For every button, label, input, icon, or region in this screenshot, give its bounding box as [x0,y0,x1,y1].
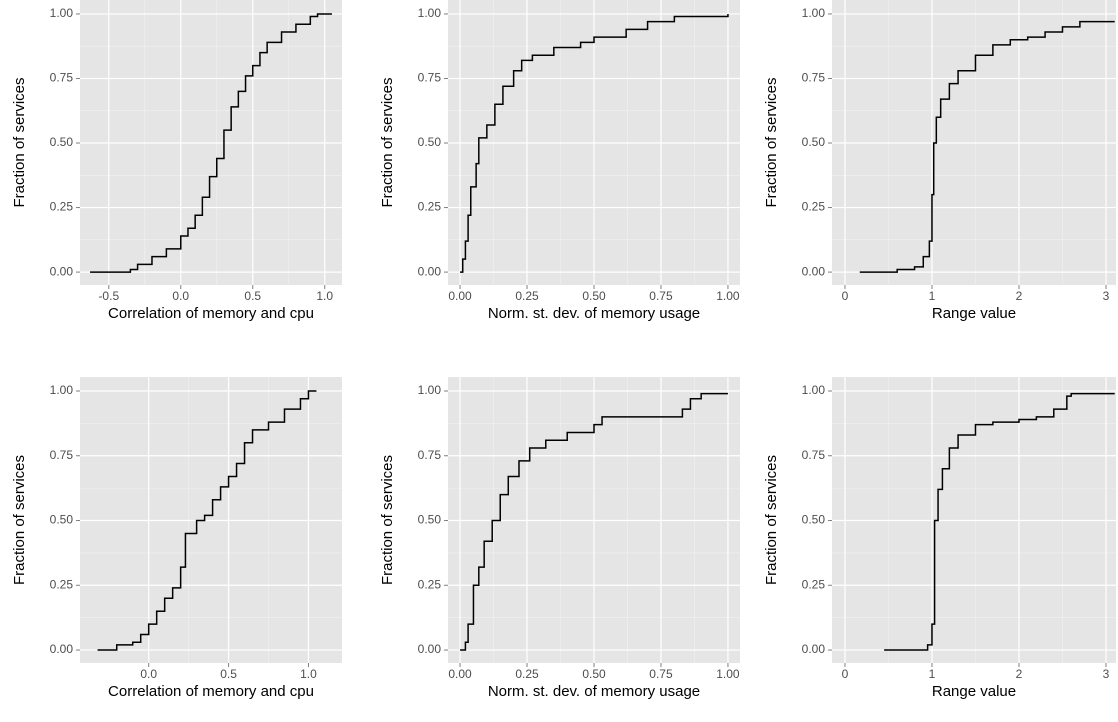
y-tick-label: 0.00 [802,264,826,278]
x-tick-label: 1.0 [300,667,317,681]
y-tick-label: 0.50 [802,513,826,527]
x-axis-title: Correlation of memory and cpu [108,683,314,700]
y-tick-label: 0.75 [802,71,826,85]
x-tick-label: 0.25 [515,289,539,303]
y-tick-label: 0.50 [50,135,74,149]
y-tick-label: 0.25 [50,577,74,591]
y-tick-label: 0.25 [418,577,442,591]
y-tick-label: 0.75 [50,448,74,462]
x-tick-label: -0.5 [98,289,119,303]
x-tick-label: 1 [929,667,936,681]
x-axis-title: Range value [932,683,1016,700]
x-tick-label: 0 [842,667,849,681]
x-tick-label: 0.75 [649,289,673,303]
y-tick-label: 0.00 [802,642,826,656]
ecdf-line [460,392,728,651]
y-tick-label: 0.25 [802,577,826,591]
x-tick-label: 3 [1103,667,1110,681]
x-tick-label: 1.00 [716,289,740,303]
y-axis-title: Fraction of services [763,455,780,585]
ecdf-line [884,392,1115,651]
ecdf-line [859,20,1115,273]
y-tick-label: 1.00 [50,383,74,397]
y-tick-label: 1.00 [418,6,442,20]
y-tick-label: 0.25 [418,200,442,214]
x-tick-label: 2 [1016,289,1023,303]
ecdf-line [97,390,317,651]
x-tick-label: 1 [929,289,936,303]
y-tick-label: 0.25 [50,200,74,214]
x-tick-label: 0.5 [244,289,261,303]
y-tick-label: 0.75 [50,71,74,85]
y-tick-label: 0.25 [802,200,826,214]
y-tick-label: 1.00 [50,6,74,20]
ecdf-line [90,13,332,273]
y-tick-label: 1.00 [802,6,826,20]
x-tick-label: 1.0 [316,289,333,303]
x-tick-label: 1.00 [716,667,740,681]
y-tick-label: 0.50 [802,135,826,149]
y-tick-label: 0.75 [418,448,442,462]
y-axis-title: Fraction of services [11,455,28,585]
x-tick-label: 0.75 [649,667,673,681]
x-tick-label: 0.0 [140,667,157,681]
x-tick-label: 0 [842,289,849,303]
x-tick-label: 0.0 [172,289,189,303]
y-tick-label: 1.00 [802,383,826,397]
y-tick-label: 0.00 [418,264,442,278]
x-tick-label: 0.25 [515,667,539,681]
y-axis-title: Fraction of services [379,77,396,207]
x-tick-label: 0.00 [448,667,472,681]
y-tick-label: 0.50 [418,135,442,149]
y-tick-label: 0.50 [418,513,442,527]
y-tick-label: 0.00 [50,642,74,656]
x-axis-title: Norm. st. dev. of memory usage [488,683,700,700]
y-tick-label: 1.00 [418,383,442,397]
x-tick-label: 3 [1103,289,1110,303]
x-axis-title: Range value [932,305,1016,322]
y-axis-title: Fraction of services [763,77,780,207]
y-axis-title: Fraction of services [11,77,28,207]
x-tick-label: 0.50 [582,667,606,681]
x-axis-title: Correlation of memory and cpu [108,305,314,322]
y-tick-label: 0.00 [418,642,442,656]
x-axis-title: Norm. st. dev. of memory usage [488,305,700,322]
y-axis-title: Fraction of services [379,455,396,585]
x-tick-label: 2 [1016,667,1023,681]
ecdf-line [460,13,729,273]
y-tick-label: 0.00 [50,264,74,278]
y-tick-label: 0.75 [802,448,826,462]
x-tick-label: 0.5 [220,667,237,681]
y-tick-label: 0.75 [418,71,442,85]
x-tick-label: 0.00 [448,289,472,303]
x-tick-label: 0.50 [582,289,606,303]
y-tick-label: 0.50 [50,513,74,527]
